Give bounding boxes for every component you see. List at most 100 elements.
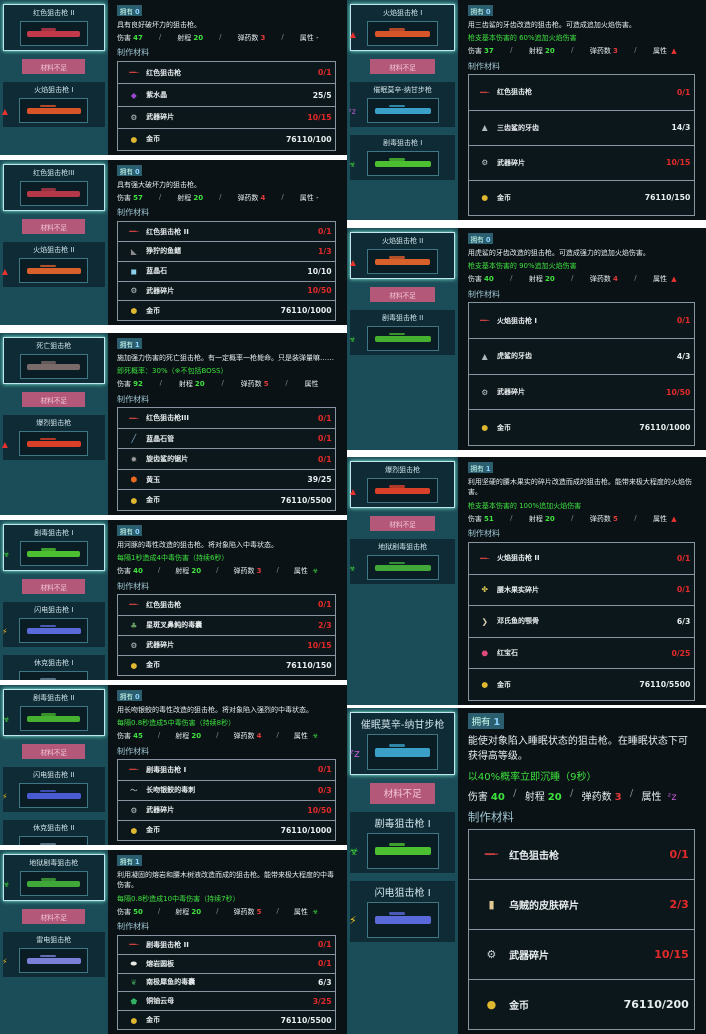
- material-row: ● 金币 76110/5500: [118, 1011, 336, 1029]
- not-enough-materials-button[interactable]: 材料不足: [22, 579, 86, 594]
- weapon-list[interactable]: 催眠莫辛-纳甘步枪 ᶻz 材料不足 剧毒狙击枪 I ☣ 闪电狙击枪 I ⚡: [347, 708, 459, 1034]
- not-enough-materials-button[interactable]: 材料不足: [370, 516, 436, 531]
- not-enough-materials-button[interactable]: 材料不足: [22, 392, 86, 407]
- ammo-value: 3: [614, 791, 622, 803]
- not-enough-materials-button[interactable]: 材料不足: [22, 744, 86, 759]
- weapon-card[interactable]: 红色狙击枪 II: [3, 4, 105, 52]
- not-enough-materials-button[interactable]: 材料不足: [370, 783, 436, 804]
- weapon-card[interactable]: 休克狙击枪 I: [3, 655, 105, 680]
- weapon-list[interactable]: 死亡狙击枪 材料不足 爆烈狙击枪 ▲: [0, 333, 108, 515]
- damage-value: 45: [133, 732, 143, 741]
- weapon-list[interactable]: 红色狙击枪 II 材料不足 火焰狙击枪 I ▲: [0, 0, 108, 155]
- ammo-value: 5: [256, 907, 262, 916]
- range-value: 20: [191, 907, 202, 916]
- weapon-card[interactable]: 爆烈狙击枪 ▲: [2, 414, 105, 460]
- weapon-card[interactable]: 火焰狙击枪 I ▲: [2, 81, 105, 127]
- weapon-card[interactable]: 闪电狙击枪 II ⚡: [2, 766, 105, 812]
- weapon-list[interactable]: 火焰狙击枪 I ▲ 材料不足 催眠莫辛-纳甘步枪 ᶻz 剧毒狙击枪 I ☣: [347, 0, 459, 220]
- range-label: 射程: [177, 194, 192, 203]
- material-row: ⚙ 武器碎片 10/50: [118, 281, 336, 302]
- weapon-stats: 伤害 40/ 射程 20/ 弹药数 3/ 属性 ☣: [117, 566, 319, 576]
- not-enough-materials-button[interactable]: 材料不足: [22, 909, 86, 924]
- material-count: 0/1: [669, 847, 689, 861]
- damage-value: 51: [483, 514, 494, 523]
- weapon-list[interactable]: 火焰狙击枪 II ▲ 材料不足 剧毒狙击枪 II ☣: [347, 228, 459, 450]
- weapon-card[interactable]: 催眠莫辛-纳甘步枪 ᶻz: [349, 81, 456, 127]
- weapon-card[interactable]: 剧毒狙击枪 I ☣: [3, 524, 105, 572]
- material-name: 金币: [146, 1016, 161, 1025]
- material-count: 76110/100: [285, 134, 332, 144]
- weapon-card[interactable]: 闪电狙击枪 I ⚡: [349, 880, 456, 942]
- material-row: ⚙ 武器碎片 10/50: [468, 374, 694, 411]
- weapon-image: [19, 97, 89, 123]
- weapon-card[interactable]: 地狱剧毒狙击枪 ☣: [3, 854, 105, 902]
- weapon-list[interactable]: 红色狙击枪III 材料不足 火焰狙击枪 II ▲: [0, 160, 108, 325]
- weapon-card[interactable]: 红色狙击枪III: [3, 164, 105, 212]
- weapon-card[interactable]: 催眠莫辛-纳甘步枪 ᶻz: [350, 712, 456, 775]
- weapon-card[interactable]: 剧毒狙击枪 I ☣: [349, 135, 456, 181]
- not-enough-materials-button[interactable]: 材料不足: [370, 59, 436, 74]
- weapon-card[interactable]: 地狱剧毒狙击枪 ☣: [349, 538, 456, 584]
- crafting-panel: 红色狙击枪III 材料不足 火焰狙击枪 II ▲ 拥有 0 具有强大破坏力的狙击枪…: [0, 160, 347, 325]
- not-enough-materials-button[interactable]: 材料不足: [22, 59, 86, 74]
- material-name: 旋齿鲨的锯片: [146, 455, 189, 464]
- weapon-description: 用长吻银鲛的毒性改造的狙击枪。将对象陷入强烈的中毒状态。: [117, 705, 314, 714]
- not-enough-materials-button[interactable]: 材料不足: [370, 287, 436, 302]
- range-value: 20: [191, 567, 202, 576]
- weapon-card[interactable]: 火焰狙击枪 I ▲: [350, 4, 456, 52]
- weapon-card[interactable]: 剧毒狙击枪 II ☣: [349, 309, 456, 355]
- weapon-description: 用虎鲨的牙齿改造的狙击枪。可造成强力的追加火焰伤害。: [467, 248, 650, 257]
- weapon-name: 催眠莫辛-纳甘步枪: [360, 720, 445, 731]
- crafting-panel: 火焰狙击枪 I ▲ 材料不足 催眠莫辛-纳甘步枪 ᶻz 剧毒狙击枪 I ☣ 拥有…: [347, 0, 706, 220]
- range-label: 射程: [528, 514, 543, 523]
- ammo-label: 弹药数: [589, 47, 611, 56]
- weapon-card[interactable]: 火焰狙击枪 II ▲: [2, 241, 105, 287]
- weapon-detail: 拥有 1 能使对象陷入睡眠状态的狙击枪。在睡眠状态下可获得高等级。 以40%概率立…: [462, 708, 699, 1034]
- scrap-icon: ⚙: [130, 805, 138, 815]
- weapon-card[interactable]: 死亡狙击枪: [3, 337, 105, 385]
- gun-image: [374, 158, 431, 167]
- attribute-value: -: [316, 194, 319, 203]
- material-name: 长吻银鲛的毒刺: [146, 786, 196, 795]
- ammo-value: 3: [612, 47, 618, 56]
- damage-label: 伤害: [117, 194, 132, 203]
- material-count: 0/1: [318, 600, 332, 610]
- weapon-card[interactable]: 火焰狙击枪 II ▲: [350, 232, 456, 280]
- material-count: 10/50: [666, 387, 691, 397]
- fire-icon: ▲: [671, 514, 677, 523]
- weapon-effect: 枪支基本伤害的 60%追加火焰伤害: [467, 34, 577, 43]
- weapon-list[interactable]: 爆烈狙击枪 ▲ 材料不足 地狱剧毒狙击枪 ☣: [347, 457, 459, 705]
- weapon-list[interactable]: 剧毒狙击枪 II ☣ 材料不足 闪电狙击枪 II ⚡ 休克狙击枪 II: [0, 685, 108, 845]
- not-enough-materials-button[interactable]: 材料不足: [22, 219, 86, 234]
- material-row: ▲ 虎鲨的牙齿 4/3: [468, 339, 694, 375]
- owned-count: 0: [134, 692, 140, 701]
- mica-icon: ⬟: [130, 996, 138, 1006]
- materials-list: ━╾ 火焰狙击枪 I 0/1 ▲ 虎鲨的牙齿 4/3 ⚙ 武器碎片 10/50 …: [467, 302, 695, 446]
- range-label: 射程: [528, 47, 543, 56]
- weapon-detail: 拥有 1 利用凝固的熔岩和腰木树液改造而成的狙击枪。能带来极大程度的中毒伤害。 每…: [111, 850, 340, 1034]
- material-count: 0/1: [318, 227, 332, 237]
- weapon-card[interactable]: 剧毒狙击枪 II ☣: [3, 689, 105, 737]
- owned-label: 拥有: [119, 857, 133, 866]
- weapon-card[interactable]: 爆烈狙击枪 ▲: [350, 461, 456, 509]
- weapon-card[interactable]: 休克狙击枪 II: [3, 820, 105, 845]
- damage-label: 伤害: [117, 34, 132, 43]
- weapon-card[interactable]: 剧毒狙击枪 I ☣: [349, 811, 456, 873]
- weapon-list[interactable]: 剧毒狙击枪 I ☣ 材料不足 闪电狙击枪 I ⚡ 休克狙击枪 I: [0, 520, 108, 680]
- material-count: 25/5: [312, 90, 332, 100]
- weapon-name: 催眠莫辛-纳甘步枪: [373, 85, 432, 94]
- weapon-list[interactable]: 地狱剧毒狙击枪 ☣ 材料不足 雷电狙击枪 ⚡: [0, 850, 108, 1034]
- scrap-icon: ⚙: [481, 158, 489, 168]
- ammo-label: 弹药数: [233, 907, 255, 916]
- material-row: ━╾ 火焰狙击枪 I 0/1: [468, 303, 694, 340]
- owned-label: 拥有: [119, 692, 133, 701]
- material-row: ⚙ 武器碎片 10/15: [468, 145, 694, 181]
- materials-list: ━╾ 剧毒狙击枪 I 0/1 〜 长吻银鲛的毒刺 0/3 ⚙ 武器碎片 10/5…: [117, 759, 337, 841]
- owned-count: 1: [134, 340, 140, 349]
- owned-count: 1: [134, 857, 140, 866]
- weapon-card[interactable]: 雷电狙击枪 ⚡: [2, 931, 105, 977]
- weapon-card[interactable]: 闪电狙击枪 I ⚡: [2, 601, 105, 647]
- range-value: 20: [191, 732, 202, 741]
- damage-value: 37: [483, 47, 494, 56]
- weapon-name: 爆烈狙击枪: [36, 418, 72, 427]
